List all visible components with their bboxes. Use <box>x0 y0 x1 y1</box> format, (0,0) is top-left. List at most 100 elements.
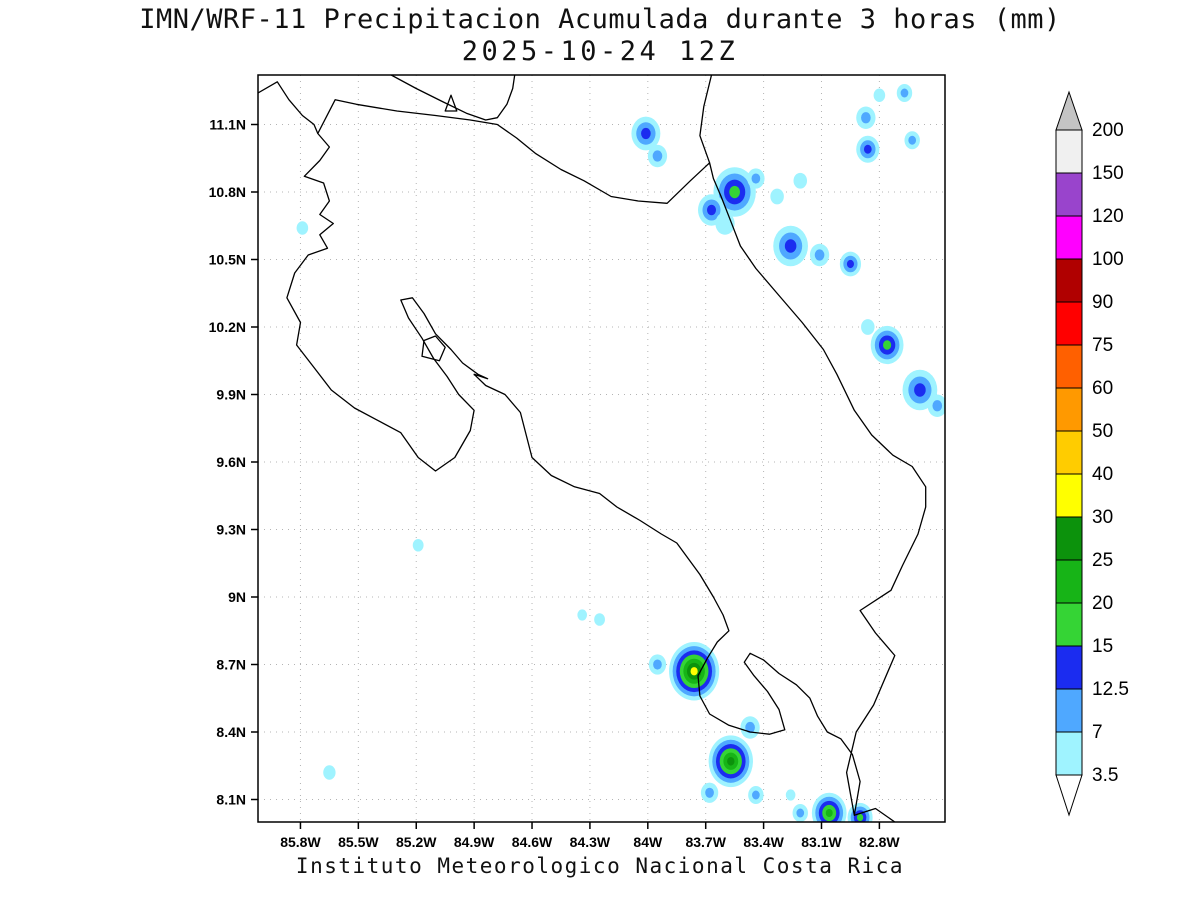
precip-contour-band <box>705 787 714 798</box>
y-tick-label: 8.1N <box>216 792 246 808</box>
x-tick-label: 85.8W <box>280 834 321 850</box>
x-tick-label: 84.3W <box>570 834 611 850</box>
geo-lines <box>258 75 927 822</box>
colorbar-segment <box>1055 688 1083 733</box>
precip-cell <box>773 225 808 267</box>
colorbar-segment <box>1055 258 1083 303</box>
colorbar-label: 30 <box>1092 507 1113 528</box>
colorbar-label: 15 <box>1092 636 1113 657</box>
colorbar-label: 3.5 <box>1092 765 1118 786</box>
precip-contour-band <box>785 789 796 801</box>
precip-cell <box>770 188 784 205</box>
precip-cell <box>669 642 720 701</box>
precip-contour-band <box>796 808 805 818</box>
x-tick-label: 83.7W <box>685 834 726 850</box>
colorbar-segment <box>1055 430 1083 475</box>
x-tick-label: 84W <box>633 834 663 850</box>
precip-contour-band <box>861 112 871 124</box>
precip-cell <box>856 106 876 129</box>
colorbar-segment <box>1055 172 1083 217</box>
colorbar-label: 200 <box>1092 120 1124 141</box>
precip-cell <box>902 369 938 411</box>
x-tick-label: 85.5W <box>338 834 379 850</box>
precip-contour-band <box>856 813 864 822</box>
colorbar-label: 40 <box>1092 464 1113 485</box>
colorbar-label: 100 <box>1092 249 1124 270</box>
colorbar-label: 7 <box>1092 722 1103 743</box>
nicaragua-caribbean-coast <box>699 75 713 164</box>
precip-cell <box>793 172 808 189</box>
y-tick-label: 9.6N <box>216 454 246 470</box>
colorbar-below-arrow <box>1055 774 1083 817</box>
precip-cell <box>708 735 753 788</box>
precip-cell <box>594 613 605 626</box>
lake-nicaragua-shore <box>390 75 516 121</box>
precip-cell <box>740 716 760 739</box>
precip-contour-band <box>873 88 886 102</box>
precip-contour-band <box>861 319 875 335</box>
x-tick-label: 83.1W <box>801 834 842 850</box>
precip-contour-band <box>706 204 716 216</box>
x-tick-label: 84.9W <box>454 834 495 850</box>
colorbar-segment <box>1055 473 1083 518</box>
y-tick-label: 10.8N <box>209 184 246 200</box>
precip-cell <box>700 782 719 803</box>
precip-cell <box>870 325 904 365</box>
graticule <box>258 75 945 822</box>
x-tick-label: 85.2W <box>396 834 437 850</box>
precip-cell <box>785 789 796 801</box>
precip-contour-band <box>914 383 926 397</box>
colorbar-label: 120 <box>1092 206 1124 227</box>
y-tick-label: 10.5N <box>209 252 246 268</box>
precip-cell <box>323 765 336 780</box>
y-tick-label: 8.4N <box>216 724 246 740</box>
x-tick-label: 84.6W <box>512 834 553 850</box>
precip-contour-band <box>752 790 760 800</box>
nicaragua-pacific-coast <box>258 81 319 134</box>
precip-contour-band <box>814 249 825 261</box>
colorbar-segment <box>1055 731 1083 776</box>
colorbar-segment <box>1055 602 1083 647</box>
precip-cell <box>296 221 309 235</box>
panama-coast <box>854 807 896 822</box>
precip-contour-band <box>412 538 424 552</box>
precip-cell <box>904 131 920 150</box>
precipitation-cells <box>296 84 945 822</box>
precip-cell <box>412 538 424 552</box>
precip-contour-band <box>932 400 943 412</box>
precip-cell <box>873 88 886 102</box>
colorbar-segment <box>1055 344 1083 389</box>
precip-contour-band <box>908 135 917 145</box>
y-tick-label: 9.3N <box>216 522 246 538</box>
precip-contour-band <box>323 765 336 780</box>
colorbar-segment <box>1055 387 1083 432</box>
colorbar <box>1055 90 1083 817</box>
precip-cell <box>861 319 875 335</box>
chart-subtitle: 2025-10-24 12Z <box>461 36 739 67</box>
colorbar-segment <box>1055 559 1083 604</box>
colorbar-segment <box>1055 516 1083 561</box>
x-tick-label: 83.4W <box>743 834 784 850</box>
precip-cell <box>839 251 862 277</box>
precip-contour-band <box>900 88 909 98</box>
axis-labels: 85.8W 85.5W 85.2W 84.9W 84.6W 84.3W 84W 83.7W 83… <box>209 117 901 851</box>
y-tick-label: 11.1N <box>209 117 246 133</box>
colorbar-label: 50 <box>1092 421 1113 442</box>
precip-contour-band <box>784 239 797 253</box>
y-tick-label: 9N <box>228 589 246 605</box>
precip-cell <box>856 135 880 163</box>
precip-contour-band <box>594 613 605 626</box>
chart-footer: Instituto Meteorologico Nacional Costa R… <box>295 854 905 878</box>
precip-cell <box>927 394 945 417</box>
costa-rica-outline <box>286 99 927 816</box>
lake-island <box>444 94 458 112</box>
precip-cell <box>577 609 588 621</box>
precip-cell <box>809 243 830 267</box>
precip-cell <box>847 802 873 822</box>
plot-border <box>257 74 946 823</box>
axis-ticks <box>251 123 881 829</box>
precip-contour-band <box>577 609 588 621</box>
colorbar-above-arrow <box>1055 90 1083 131</box>
colorbar-label: 20 <box>1092 593 1113 614</box>
